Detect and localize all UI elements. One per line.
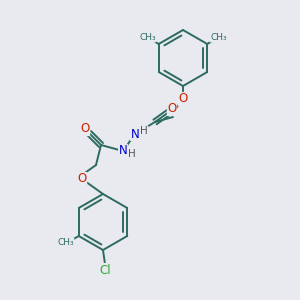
Text: H: H	[140, 126, 148, 136]
Text: CH₃: CH₃	[210, 33, 227, 42]
Text: Cl: Cl	[99, 263, 111, 277]
Text: O: O	[167, 103, 177, 116]
Text: N: N	[118, 145, 127, 158]
Text: CH₃: CH₃	[139, 33, 156, 42]
Text: O: O	[178, 92, 188, 106]
Text: CH₃: CH₃	[57, 238, 74, 247]
Text: N: N	[130, 128, 140, 140]
Text: O: O	[80, 122, 90, 136]
Text: H: H	[128, 149, 136, 159]
Text: O: O	[77, 172, 87, 185]
